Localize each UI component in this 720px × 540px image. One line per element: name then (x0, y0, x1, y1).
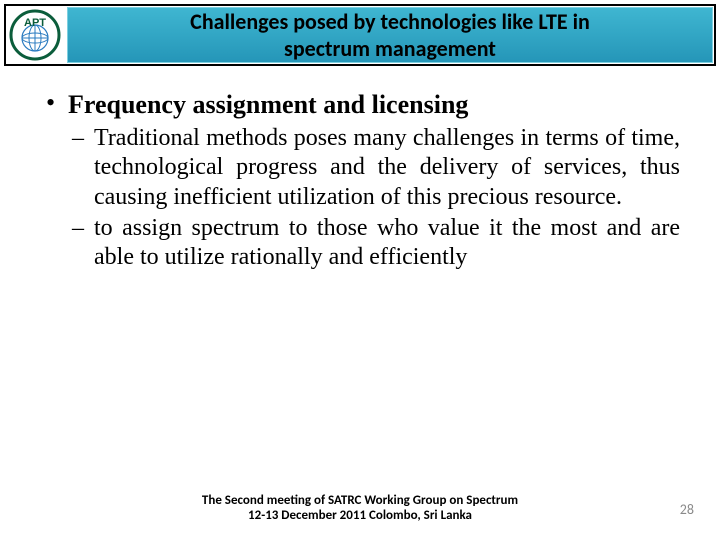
title-line2: spectrum management (284, 35, 496, 62)
footer-line1: The Second meeting of SATRC Working Grou… (202, 493, 518, 508)
bullet-list-level1: Frequency assignment and licensing Tradi… (40, 90, 680, 272)
logo: APT (7, 7, 63, 63)
list-item: Traditional methods poses many challenge… (68, 124, 680, 212)
apt-logo-icon: APT (9, 9, 61, 61)
list-item: to assign spectrum to those who value it… (68, 214, 680, 273)
bullet-list-level2: Traditional methods poses many challenge… (68, 124, 680, 272)
list-item: Frequency assignment and licensing Tradi… (40, 90, 680, 272)
title-line1: Challenges posed by technologies like LT… (190, 8, 590, 35)
l1-text: Frequency assignment and licensing (68, 90, 468, 119)
header-bar: APT Challenges posed by technologies lik… (4, 4, 716, 66)
logo-text: APT (24, 17, 46, 29)
footer: The Second meeting of SATRC Working Grou… (0, 494, 720, 524)
slide: APT Challenges posed by technologies lik… (0, 0, 720, 540)
slide-body: Frequency assignment and licensing Tradi… (40, 90, 680, 280)
footer-line2: 12-13 December 2011 Colombo, Sri Lanka (248, 508, 472, 523)
page-number: 28 (680, 501, 694, 518)
slide-title: Challenges posed by technologies like LT… (182, 6, 598, 65)
title-box: Challenges posed by technologies like LT… (67, 7, 713, 63)
